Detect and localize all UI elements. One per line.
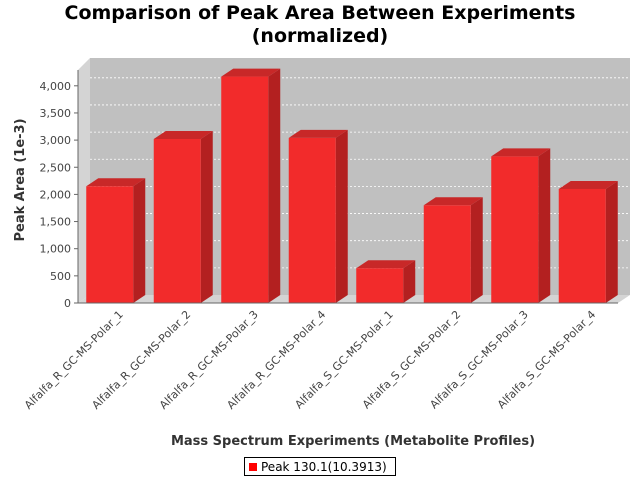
- bar-side: [538, 148, 551, 303]
- chart-title-line-1: Comparison of Peak Area Between Experime…: [64, 2, 576, 24]
- chart-title: Comparison of Peak Area Between Experime…: [0, 2, 640, 48]
- x-axis-label: Mass Spectrum Experiments (Metabolite Pr…: [171, 434, 535, 449]
- bar: [558, 180, 618, 303]
- bar: [153, 131, 213, 303]
- bar-top: [558, 180, 618, 189]
- legend-swatch: [249, 462, 257, 471]
- bar-front: [423, 205, 471, 303]
- y-tick-label: 2,000: [40, 188, 72, 201]
- bar-top: [356, 260, 416, 269]
- bar-top: [491, 148, 551, 157]
- y-axis-label: Peak Area (1e-3): [13, 118, 28, 241]
- bar-top: [86, 178, 146, 187]
- bar-top: [221, 68, 281, 77]
- bar: [221, 68, 281, 303]
- y-tick-label: 4,000: [40, 80, 72, 93]
- bar-side: [335, 129, 348, 303]
- bar-front: [356, 268, 404, 303]
- bar-top: [153, 131, 213, 140]
- y-tick-label: 2,500: [40, 161, 72, 174]
- bar-front: [558, 188, 606, 303]
- y-tick-label: 1,500: [40, 216, 72, 229]
- bars: [86, 68, 618, 303]
- bar: [491, 148, 551, 303]
- x-axis: Alfalfa_R_GC-MS-Polar_1Alfalfa_R_GC-MS-P…: [22, 302, 618, 412]
- bar-front: [86, 186, 134, 303]
- legend: Peak 130.1(10.3913): [244, 457, 396, 476]
- bar-side: [133, 178, 146, 303]
- y-tick-label: 1,000: [40, 243, 72, 256]
- y-axis: 0 500 1,000 1,500 2,000 2,500 3,000 3,500 4,000: [40, 70, 79, 310]
- bar-side: [268, 68, 281, 303]
- chart-title-line-2: (normalized): [251, 25, 389, 47]
- bar-side: [470, 197, 483, 303]
- y-tick-label: 500: [50, 270, 71, 283]
- bar-front: [491, 156, 539, 303]
- bar-top: [423, 197, 483, 206]
- y-tick-label: 3,000: [40, 134, 72, 147]
- bar-side: [605, 180, 618, 303]
- bar: [86, 178, 146, 303]
- bar-side: [403, 260, 416, 303]
- y-tick-label: 0: [64, 297, 71, 310]
- bar-front: [288, 137, 336, 303]
- bar-top: [288, 129, 348, 138]
- bar-front: [153, 139, 201, 303]
- bar-front: [221, 76, 269, 303]
- legend-label: Peak 130.1(10.3913): [261, 459, 387, 474]
- bar-side: [200, 131, 213, 303]
- bar: [288, 129, 348, 303]
- bar: [423, 197, 483, 303]
- bar: [356, 260, 416, 303]
- y-tick-label: 3,500: [40, 107, 72, 120]
